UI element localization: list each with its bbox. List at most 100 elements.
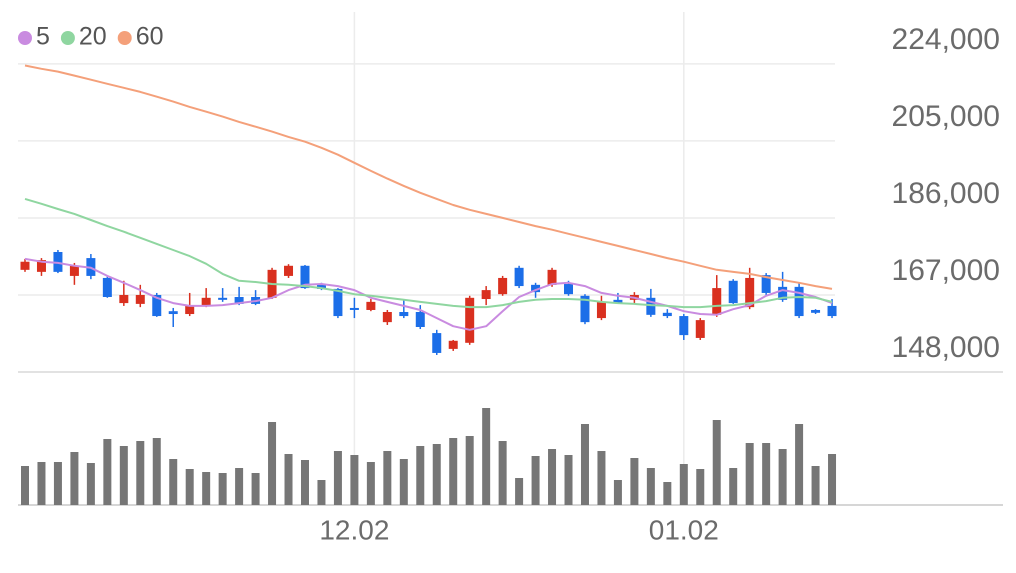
y-tick-label: 205,000 [892,100,1000,133]
volume-bar [366,462,375,505]
volume-bar [251,473,260,505]
volume-bar [333,451,342,505]
volume-bar [531,456,540,505]
volume-panel [21,408,837,505]
legend-label: 20 [79,23,107,51]
ma-line [24,257,833,331]
volume-bar [482,408,491,505]
volume-bar [350,455,359,505]
legend-marker [18,31,32,45]
volume-bar [53,462,62,505]
x-tick-label: 12.02 [319,514,389,545]
volume-bar [663,482,672,505]
volume-bar [449,438,458,505]
candle-body [300,265,310,289]
candle-body [284,265,294,276]
ma-line [24,197,833,309]
legend-label: 60 [136,23,164,51]
candle-body [761,275,771,293]
y-tick-label: 148,000 [892,331,1000,364]
volume-bar [465,436,474,505]
candle-body [316,284,326,289]
candle-body [679,316,689,336]
volume-bar [202,472,211,505]
y-tick-label: 186,000 [892,177,1000,210]
x-tick-label: 01.02 [649,514,719,545]
volume-bar [399,459,408,505]
volume-bar [284,454,293,505]
volume-bar [778,449,787,505]
volume-bar [119,446,128,505]
y-tick-label: 224,000 [892,23,1000,56]
volume-bar [70,452,79,505]
volume-bar [300,460,309,505]
volume-bar [515,478,524,505]
candle-body [531,284,541,293]
volume-bar [580,424,589,505]
volume-bar [21,466,29,505]
ma-line [24,64,833,290]
axis-labels: 148,000 167,000 186,000 205,000 224,000 12.02… [319,23,1000,546]
volume-bar [383,451,392,505]
candle-body [778,286,788,300]
candle-body [662,312,672,317]
legend: 5 20 60 [18,23,164,51]
volume-bar [762,443,771,505]
candle-body [745,277,755,308]
candle-body [152,294,162,317]
volume-bar [613,480,622,505]
candle-body [695,320,705,338]
volume-bar [268,422,277,505]
candle-body [135,294,145,304]
legend-marker [60,31,75,45]
volume-bar [548,449,557,505]
candle-body [415,312,425,327]
volume-bar [811,466,820,505]
volume-bar [416,446,425,505]
volume-bar [185,469,194,505]
candle-body [448,340,458,349]
candle-body [811,309,821,313]
volume-bar [564,455,573,505]
candle-body [102,277,112,297]
candle-body [432,333,442,353]
candle-body [168,311,178,315]
volume-bar [218,473,227,505]
candle-body [465,297,475,343]
candle-body [646,297,656,315]
volume-bar [646,468,655,505]
candle-body [613,299,623,304]
volume-bar [37,462,46,505]
candle-body [185,305,195,315]
candle-body [794,286,804,317]
volume-bar [152,438,161,505]
candle-body [580,295,590,323]
volume-bar [795,424,804,505]
candle-body [728,280,738,304]
candle-body [366,301,376,310]
candle-body [234,297,244,304]
volume-bar [696,469,705,505]
moving-averages [24,64,833,331]
volume-bar [498,441,507,505]
candle-body [382,312,392,323]
candle-body [564,284,574,295]
volume-bar [432,444,441,505]
volume-bar [103,439,112,505]
candle-body [333,288,343,317]
candle-body [218,297,228,300]
legend-label: 5 [36,23,50,51]
volume-bar [630,458,639,505]
candle-body [119,294,129,304]
volume-bar [235,468,244,505]
candle-body [399,312,409,317]
candle-body [20,261,30,270]
volume-bar [597,451,606,505]
y-tick-label: 167,000 [892,254,1000,287]
volume-bar [136,441,145,505]
candle-body [36,260,46,272]
volume-bar [317,480,326,505]
candle-body [481,290,491,300]
